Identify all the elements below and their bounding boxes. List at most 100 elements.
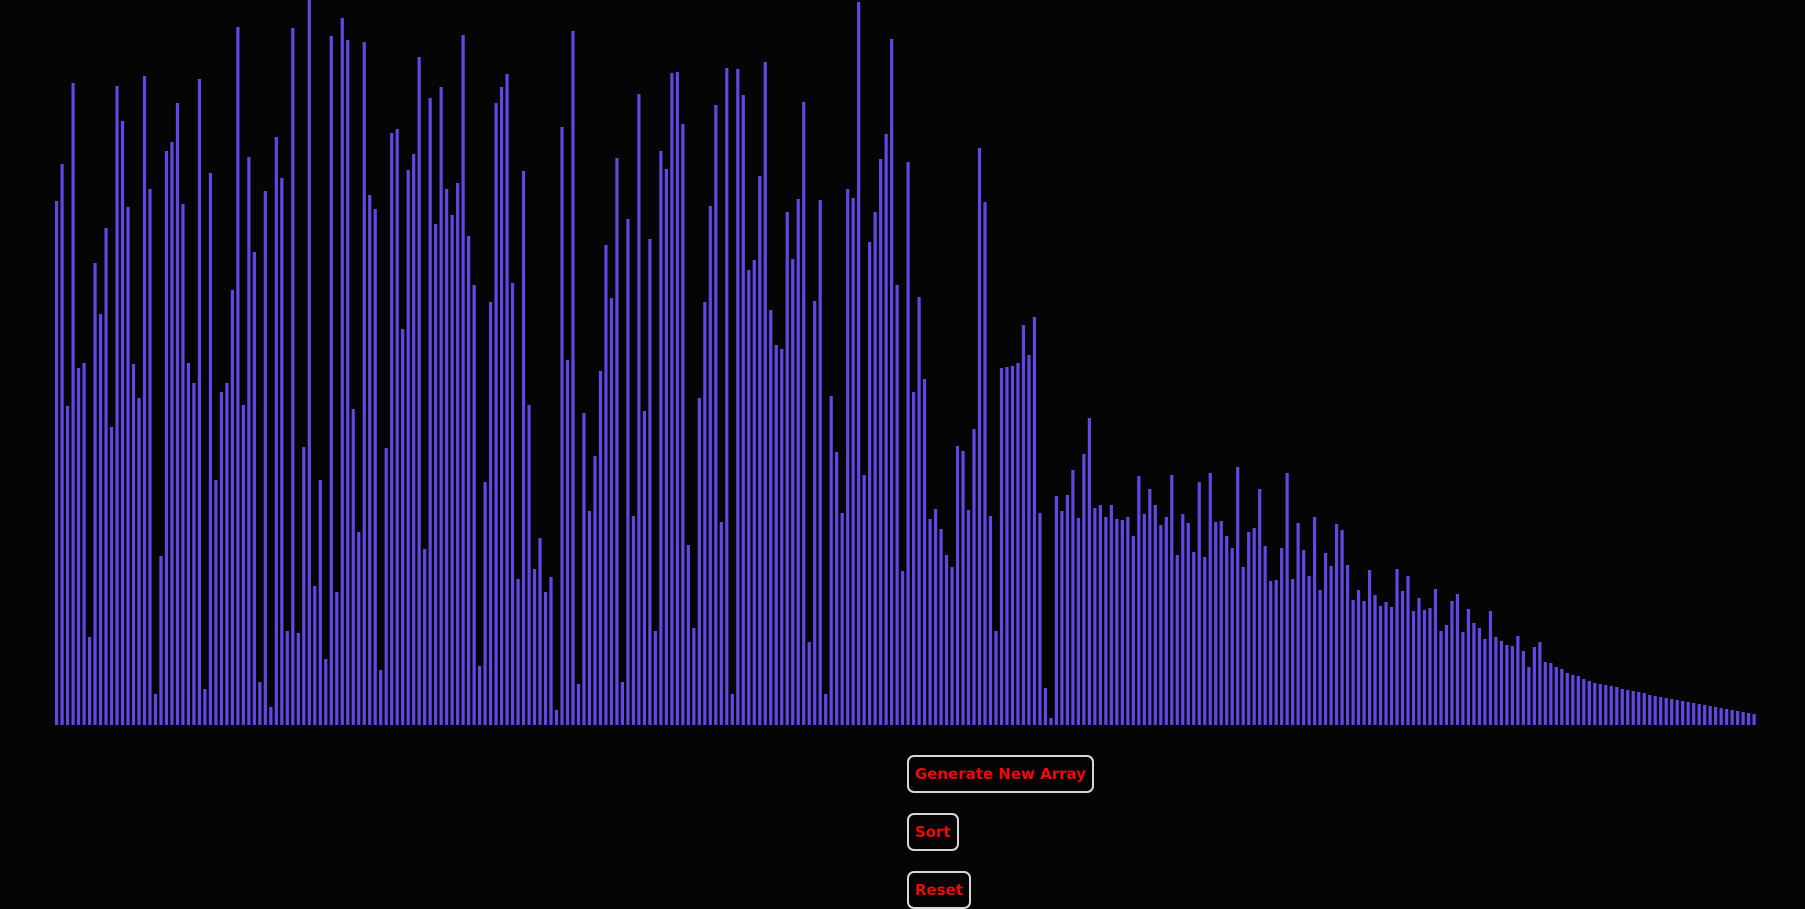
array-bar: [1120, 520, 1124, 725]
array-bar: [769, 310, 773, 725]
array-bar: [93, 263, 97, 725]
array-bar: [1054, 496, 1059, 725]
array-bar: [835, 452, 839, 725]
array-bar: [1065, 495, 1069, 725]
array-bar: [417, 57, 421, 725]
array-bar: [933, 509, 938, 725]
array-bar: [456, 183, 460, 725]
array-bar: [368, 195, 372, 725]
array-bar: [648, 239, 652, 725]
array-bar: [631, 516, 636, 725]
array-bar: [104, 228, 108, 725]
array-bar: [1230, 548, 1234, 725]
array-bar: [1483, 639, 1487, 725]
array-bar: [362, 42, 366, 725]
array-bar: [758, 176, 762, 725]
array-bar: [1554, 667, 1558, 725]
array-bar: [1307, 576, 1311, 725]
array-bar: [719, 522, 723, 725]
array-bar: [120, 121, 125, 725]
array-bar: [499, 87, 504, 725]
array-bar: [252, 252, 256, 725]
array-bar: [994, 631, 998, 725]
array-bar: [296, 633, 300, 725]
array-bar: [1356, 590, 1361, 725]
array-bar: [1389, 607, 1394, 725]
array-bar: [1137, 476, 1141, 725]
array-bar: [1021, 325, 1026, 725]
array-bar: [565, 360, 570, 725]
array-bar: [873, 212, 877, 725]
array-bar: [988, 516, 993, 725]
array-bar: [285, 631, 289, 725]
array-bar: [450, 215, 454, 725]
array-bar: [461, 35, 465, 725]
array-bar: [1247, 532, 1251, 725]
array-bar: [1395, 569, 1399, 725]
array-bar: [571, 31, 575, 725]
array-bar: [879, 159, 883, 725]
array-bar: [197, 79, 202, 725]
array-bar: [241, 405, 245, 725]
array-bar: [329, 36, 333, 725]
array-bar: [65, 406, 70, 725]
array-bar: [1593, 683, 1597, 725]
array-bar: [1488, 611, 1493, 725]
array-bar: [1142, 514, 1146, 725]
array-bar: [1472, 623, 1476, 725]
array-bar: [1087, 418, 1091, 725]
array-bar: [109, 427, 114, 725]
array-bar: [1378, 606, 1383, 725]
array-bar: [175, 103, 180, 725]
array-bar: [543, 592, 548, 725]
array-bar: [1604, 685, 1608, 725]
array-bar: [1373, 595, 1377, 725]
array-bar: [236, 27, 240, 725]
array-bar: [1444, 625, 1449, 725]
array-bar: [917, 297, 921, 725]
array-bar: [1197, 482, 1201, 725]
array-bar: [170, 142, 174, 725]
array-bar: [1043, 688, 1048, 725]
array-bar: [857, 2, 861, 725]
array-bar: [1345, 565, 1350, 725]
array-bar: [1637, 692, 1641, 725]
array-bar: [214, 480, 218, 725]
array-bar: [1186, 523, 1190, 725]
array-bar: [1225, 536, 1229, 725]
array-bar: [692, 628, 696, 725]
array-bar: [1428, 608, 1432, 725]
array-bar: [1329, 566, 1333, 725]
array-bar: [137, 398, 141, 725]
reset-button[interactable]: Reset: [907, 871, 971, 909]
array-bar: [164, 151, 169, 725]
array-bar: [373, 209, 377, 725]
array-bar: [560, 127, 564, 725]
array-bar: [401, 329, 405, 725]
array-bar: [763, 62, 767, 725]
array-bar: [813, 301, 817, 725]
array-bar: [1697, 704, 1701, 725]
array-bar: [1703, 705, 1707, 725]
array-bar: [604, 245, 608, 725]
array-bar: [439, 87, 443, 725]
array-bar: [203, 689, 207, 725]
array-bar: [955, 446, 960, 725]
array-bar: [1725, 709, 1729, 725]
sort-button[interactable]: Sort: [907, 813, 959, 851]
array-bar: [1313, 517, 1317, 725]
array-bar: [1510, 646, 1514, 725]
array-bar: [1648, 695, 1652, 725]
array-bar: [1571, 675, 1575, 725]
array-bar: [1214, 522, 1218, 725]
array-bar: [829, 396, 833, 725]
array-bar: [1175, 555, 1179, 725]
array-bar: [1296, 523, 1300, 725]
array-bar: [1159, 525, 1163, 725]
array-bar: [1626, 690, 1630, 725]
generate-new-array-button[interactable]: Generate New Array: [907, 755, 1095, 793]
array-bar: [521, 171, 526, 725]
array-bar: [1098, 505, 1102, 725]
array-bar: [1714, 707, 1718, 725]
array-bar: [1598, 684, 1602, 725]
